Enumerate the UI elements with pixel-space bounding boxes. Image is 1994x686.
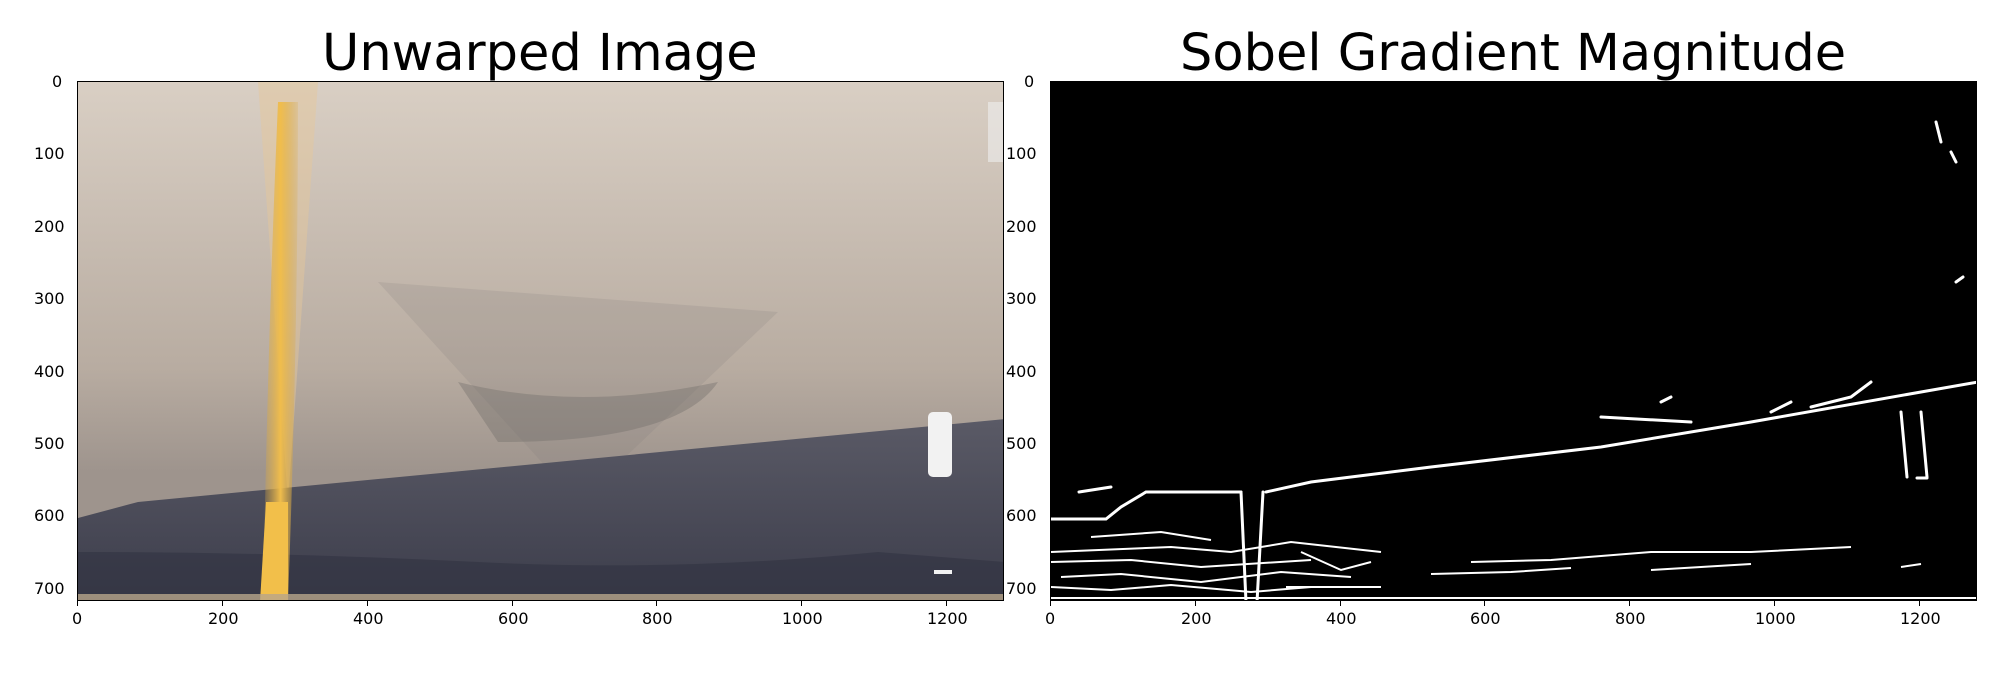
y-tick-label: 400 xyxy=(34,362,65,381)
x-tick-label: 1000 xyxy=(782,609,823,628)
y-tick-label: 100 xyxy=(1006,144,1037,163)
x-tick xyxy=(1050,601,1051,606)
x-tick xyxy=(512,601,513,606)
x-tick xyxy=(656,601,657,606)
x-tick xyxy=(1629,601,1630,606)
y-tick-label: 500 xyxy=(34,434,65,453)
unwarped-title: Unwarped Image xyxy=(322,24,758,83)
x-tick-label: 0 xyxy=(72,609,83,628)
y-tick-label: 0 xyxy=(52,72,63,91)
unwarped-image xyxy=(77,81,1004,601)
x-tick xyxy=(946,601,947,606)
x-tick-label: 400 xyxy=(1326,609,1357,628)
y-tick-label: 300 xyxy=(1006,289,1037,308)
edge-map xyxy=(1051,82,1976,600)
x-tick xyxy=(1919,601,1920,606)
x-tick xyxy=(801,601,802,606)
y-tick-label: 300 xyxy=(34,289,65,308)
y-tick-label: 700 xyxy=(34,579,65,598)
x-tick xyxy=(1774,601,1775,606)
x-tick-label: 600 xyxy=(498,609,529,628)
x-tick xyxy=(1195,601,1196,606)
y-tick-label: 400 xyxy=(1006,362,1037,381)
sobel-image xyxy=(1050,81,1977,601)
x-tick xyxy=(222,601,223,606)
x-tick-label: 0 xyxy=(1045,609,1056,628)
y-tick-label: 0 xyxy=(1024,72,1035,91)
x-tick xyxy=(367,601,368,606)
x-tick-label: 200 xyxy=(1181,609,1212,628)
x-tick-label: 1200 xyxy=(1900,609,1941,628)
y-tick-label: 200 xyxy=(1006,217,1037,236)
y-tick-label: 600 xyxy=(34,506,65,525)
x-tick-label: 600 xyxy=(1470,609,1501,628)
y-tick-label: 500 xyxy=(1006,434,1037,453)
y-tick-label: 700 xyxy=(1006,579,1037,598)
y-tick-label: 100 xyxy=(34,144,65,163)
x-tick xyxy=(77,601,78,606)
road-photo xyxy=(78,82,1003,600)
x-tick-label: 200 xyxy=(208,609,239,628)
x-tick-label: 1200 xyxy=(927,609,968,628)
x-tick xyxy=(1340,601,1341,606)
x-tick-label: 400 xyxy=(353,609,384,628)
y-tick-label: 600 xyxy=(1006,506,1037,525)
x-tick-label: 800 xyxy=(642,609,673,628)
sobel-title: Sobel Gradient Magnitude xyxy=(1180,24,1847,83)
x-tick-label: 800 xyxy=(1615,609,1646,628)
x-tick-label: 1000 xyxy=(1755,609,1796,628)
y-tick-label: 200 xyxy=(34,217,65,236)
x-tick xyxy=(1484,601,1485,606)
